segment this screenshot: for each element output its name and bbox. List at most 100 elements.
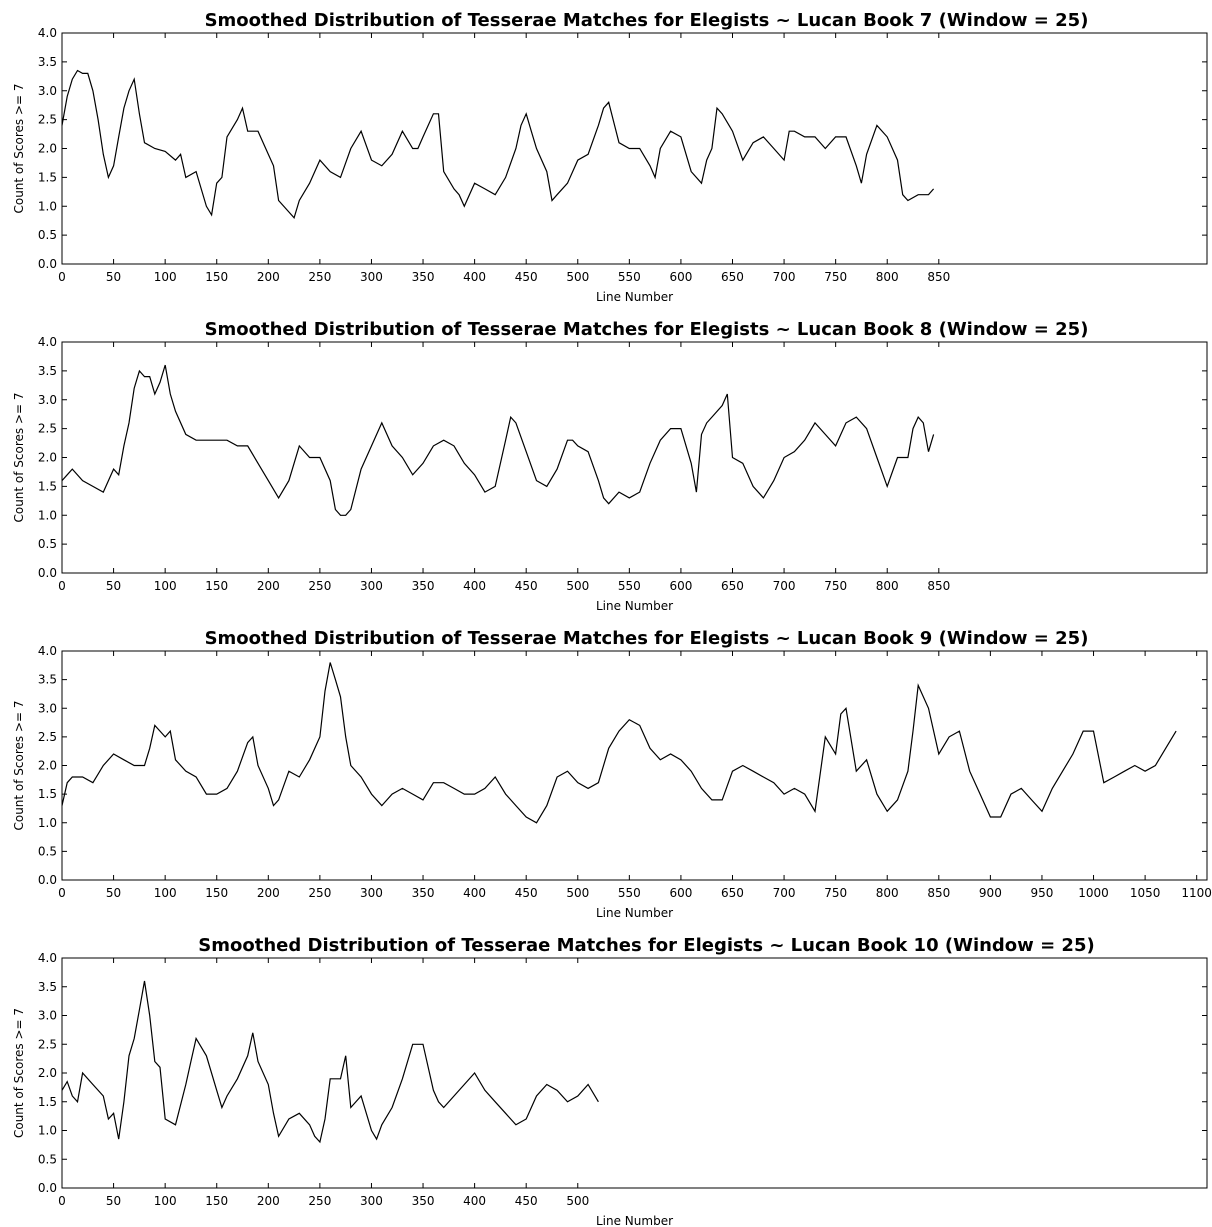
y-tick-label: 3.5 bbox=[38, 673, 57, 687]
y-tick-label: 2.5 bbox=[38, 1037, 57, 1051]
y-tick-label: 3.0 bbox=[38, 1009, 57, 1023]
x-tick-label: 200 bbox=[257, 886, 280, 900]
y-axis-label: Count of Scores >= 7 bbox=[12, 392, 26, 522]
y-tick-label: 2.5 bbox=[38, 730, 57, 744]
y-tick-label: 3.5 bbox=[38, 364, 57, 378]
y-tick-label: 2.5 bbox=[38, 113, 57, 127]
y-tick-label: 0.5 bbox=[38, 844, 57, 858]
x-tick-label: 300 bbox=[360, 886, 383, 900]
y-tick-label: 4.0 bbox=[38, 951, 57, 965]
x-tick-label: 300 bbox=[360, 270, 383, 284]
x-tick-label: 800 bbox=[876, 886, 899, 900]
x-tick-label: 250 bbox=[308, 1194, 331, 1208]
x-tick-label: 1000 bbox=[1078, 886, 1109, 900]
x-tick-label: 150 bbox=[205, 579, 228, 593]
x-tick-label: 800 bbox=[876, 579, 899, 593]
x-axis-label: Line Number bbox=[596, 1214, 673, 1227]
x-tick-label: 550 bbox=[618, 579, 641, 593]
chart-title: Smoothed Distribution of Tesserae Matche… bbox=[205, 10, 1089, 31]
x-tick-label: 300 bbox=[360, 579, 383, 593]
y-tick-label: 4.0 bbox=[38, 335, 57, 349]
x-tick-label: 300 bbox=[360, 1194, 383, 1208]
x-tick-label: 100 bbox=[154, 270, 177, 284]
x-tick-label: 600 bbox=[669, 886, 692, 900]
y-tick-label: 3.0 bbox=[38, 701, 57, 715]
x-tick-label: 400 bbox=[463, 270, 486, 284]
x-tick-label: 150 bbox=[205, 1194, 228, 1208]
x-tick-label: 750 bbox=[824, 886, 847, 900]
plot-frame bbox=[61, 341, 1208, 574]
y-tick-label: 0.5 bbox=[38, 1152, 57, 1166]
x-tick-label: 650 bbox=[721, 886, 744, 900]
x-tick-label: 50 bbox=[106, 1194, 121, 1208]
plot-frame bbox=[61, 957, 1208, 1189]
x-axis-label: Line Number bbox=[596, 906, 673, 920]
x-tick-label: 550 bbox=[618, 270, 641, 284]
x-tick-label: 200 bbox=[257, 579, 280, 593]
x-tick-label: 500 bbox=[566, 270, 589, 284]
x-tick-label: 400 bbox=[463, 1194, 486, 1208]
x-tick-label: 900 bbox=[979, 886, 1002, 900]
y-tick-label: 2.0 bbox=[38, 451, 57, 465]
x-tick-label: 100 bbox=[154, 886, 177, 900]
x-tick-label: 750 bbox=[824, 270, 847, 284]
x-tick-label: 350 bbox=[412, 886, 435, 900]
plot-frame bbox=[61, 650, 1208, 881]
y-tick-label: 1.0 bbox=[38, 1124, 57, 1138]
x-tick-label: 500 bbox=[566, 886, 589, 900]
x-tick-label: 50 bbox=[106, 886, 121, 900]
y-axis-label: Count of Scores >= 7 bbox=[12, 700, 26, 830]
y-tick-label: 0.5 bbox=[38, 228, 57, 242]
x-tick-label: 100 bbox=[154, 1194, 177, 1208]
x-tick-label: 700 bbox=[773, 270, 796, 284]
x-tick-label: 400 bbox=[463, 579, 486, 593]
x-tick-label: 250 bbox=[308, 579, 331, 593]
y-tick-label: 2.0 bbox=[38, 1066, 57, 1080]
x-tick-label: 800 bbox=[876, 270, 899, 284]
chart-panel-book-8: Smoothed Distribution of Tesserae Matche… bbox=[12, 319, 1208, 613]
x-tick-label: 200 bbox=[257, 270, 280, 284]
x-tick-label: 850 bbox=[927, 270, 950, 284]
x-tick-label: 0 bbox=[58, 886, 66, 900]
y-axis-label: Count of Scores >= 7 bbox=[12, 1008, 26, 1138]
x-tick-label: 450 bbox=[515, 1194, 538, 1208]
y-tick-label: 4.0 bbox=[38, 644, 57, 658]
x-tick-label: 700 bbox=[773, 579, 796, 593]
chart-title: Smoothed Distribution of Tesserae Matche… bbox=[205, 628, 1089, 649]
chart-title: Smoothed Distribution of Tesserae Matche… bbox=[205, 319, 1089, 340]
chart-panel-book-9: Smoothed Distribution of Tesserae Matche… bbox=[12, 628, 1212, 920]
series-line-0 bbox=[61, 69, 935, 219]
x-tick-label: 150 bbox=[205, 270, 228, 284]
y-tick-label: 0.0 bbox=[38, 566, 57, 580]
y-tick-label: 3.5 bbox=[38, 980, 57, 994]
x-tick-label: 700 bbox=[773, 886, 796, 900]
y-tick-label: 1.0 bbox=[38, 508, 57, 522]
y-tick-label: 2.0 bbox=[38, 759, 57, 773]
x-tick-label: 500 bbox=[566, 1194, 589, 1208]
x-tick-label: 150 bbox=[205, 886, 228, 900]
x-tick-label: 100 bbox=[154, 579, 177, 593]
y-tick-label: 1.0 bbox=[38, 199, 57, 213]
x-tick-label: 400 bbox=[463, 886, 486, 900]
x-tick-label: 750 bbox=[824, 579, 847, 593]
y-tick-label: 2.0 bbox=[38, 142, 57, 156]
y-tick-label: 0.0 bbox=[38, 257, 57, 271]
chart-panel-book-10: Smoothed Distribution of Tesserae Matche… bbox=[12, 935, 1208, 1227]
y-tick-label: 1.5 bbox=[38, 479, 57, 493]
x-tick-label: 600 bbox=[669, 270, 692, 284]
y-tick-label: 1.5 bbox=[38, 1095, 57, 1109]
x-tick-label: 600 bbox=[669, 579, 692, 593]
x-tick-label: 450 bbox=[515, 886, 538, 900]
x-tick-label: 250 bbox=[308, 886, 331, 900]
x-tick-label: 850 bbox=[927, 579, 950, 593]
x-tick-label: 450 bbox=[515, 579, 538, 593]
x-tick-label: 250 bbox=[308, 270, 331, 284]
x-tick-label: 950 bbox=[1031, 886, 1054, 900]
x-tick-label: 0 bbox=[58, 579, 66, 593]
series-line-0 bbox=[61, 980, 599, 1144]
x-tick-label: 350 bbox=[412, 270, 435, 284]
y-tick-label: 1.5 bbox=[38, 170, 57, 184]
y-tick-label: 3.5 bbox=[38, 55, 57, 69]
